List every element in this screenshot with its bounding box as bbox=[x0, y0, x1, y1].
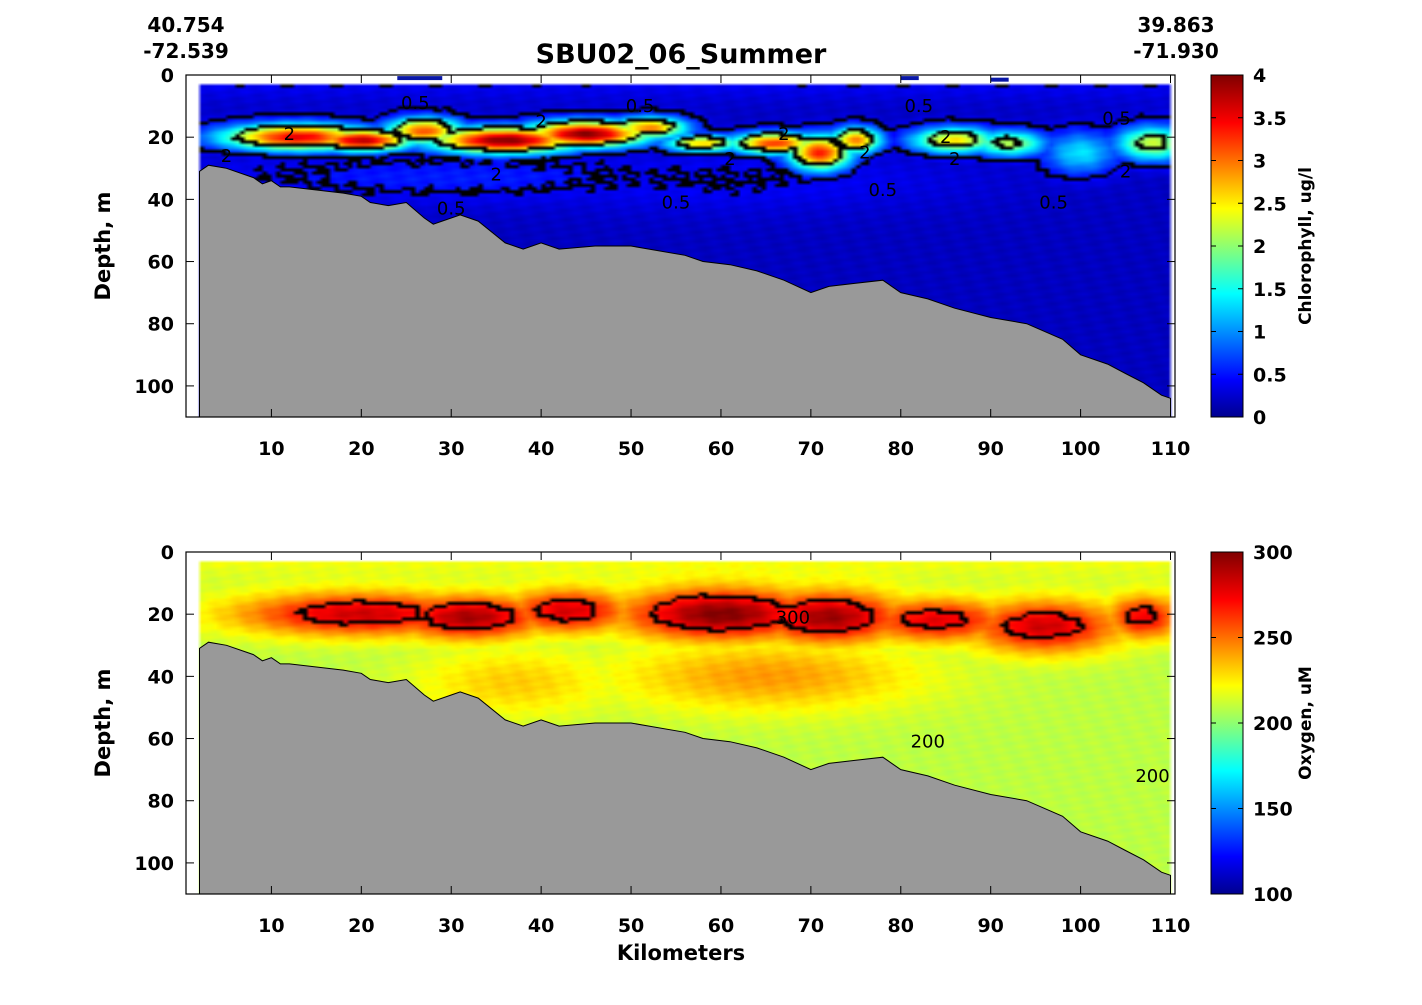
chlorophyll-surface-patch bbox=[900, 76, 919, 81]
colorbar-tick-label: 100 bbox=[1253, 884, 1293, 906]
chlorophyll-colorbar bbox=[1210, 74, 1244, 418]
seafloor-bathymetry bbox=[199, 164, 1171, 418]
x-tick-label: 10 bbox=[258, 915, 284, 937]
colorbar-tick-label: 0.5 bbox=[1253, 364, 1287, 386]
contour-label: 300 bbox=[776, 607, 810, 628]
x-tick-label: 40 bbox=[528, 915, 554, 937]
contour-label: 2 bbox=[949, 149, 960, 170]
colorbar-tick-label: 2 bbox=[1253, 236, 1266, 258]
contour-label: 2 bbox=[940, 127, 951, 148]
start-latitude: 40.754 bbox=[147, 13, 224, 37]
contour-label: 2 bbox=[490, 164, 501, 185]
x-tick-label: 50 bbox=[618, 915, 644, 937]
figure-title: SBU02_06_Summer bbox=[536, 39, 827, 70]
end-longitude: -71.930 bbox=[1133, 39, 1218, 63]
colorbar-tick-label: 1.5 bbox=[1253, 279, 1287, 301]
colorbar-tick-label: 3 bbox=[1253, 151, 1266, 173]
end-latitude: 39.863 bbox=[1137, 13, 1214, 37]
chlorophyll-surface-patch bbox=[397, 76, 443, 81]
y-tick-label: 100 bbox=[134, 853, 174, 875]
start-longitude: -72.539 bbox=[143, 39, 228, 63]
contour-label: 2 bbox=[535, 112, 546, 133]
x-tick-label: 50 bbox=[618, 438, 644, 460]
contour-label: 0.5 bbox=[401, 93, 430, 114]
x-tick-label: 80 bbox=[888, 438, 914, 460]
colorbar-tick-label: 4 bbox=[1253, 65, 1266, 87]
seafloor-bathymetry bbox=[199, 641, 1171, 895]
x-tick-label: 100 bbox=[1061, 438, 1101, 460]
y-tick-label: 20 bbox=[148, 127, 174, 149]
oxygen-panel: 10 20 30 40 50 60 70 80 90 100 110 0 20 40 60 80 100 30… bbox=[91, 542, 1316, 965]
colorbar-tick-label: 150 bbox=[1253, 799, 1293, 821]
contour-label: 200 bbox=[1135, 766, 1169, 787]
contour-label: 2 bbox=[284, 124, 295, 145]
y-tick-label: 60 bbox=[148, 729, 174, 751]
chlorophyll-colorbar-label: Chlorophyll, ug/l bbox=[1296, 167, 1316, 325]
y-tick-label: 80 bbox=[148, 314, 174, 336]
contour-label: 0.5 bbox=[1039, 192, 1068, 213]
x-tick-label: 10 bbox=[258, 438, 284, 460]
x-tick-label: 90 bbox=[977, 438, 1003, 460]
x-tick-label: 110 bbox=[1151, 915, 1191, 937]
y-tick-label: 20 bbox=[148, 604, 174, 626]
colorbar-tick-label: 250 bbox=[1253, 628, 1293, 650]
y-tick-label: 80 bbox=[148, 791, 174, 813]
x-tick-label: 110 bbox=[1151, 438, 1191, 460]
chlorophyll-y-axis-label: Depth, m bbox=[91, 192, 115, 301]
contour-label: 2 bbox=[724, 149, 735, 170]
colorbar-tick-label: 300 bbox=[1253, 542, 1293, 564]
x-tick-label: 100 bbox=[1061, 915, 1101, 937]
contour-label: 0.5 bbox=[626, 96, 655, 117]
contour-label: 2 bbox=[221, 146, 232, 167]
contour-label: 0.5 bbox=[437, 199, 466, 220]
y-tick-label: 40 bbox=[148, 666, 174, 688]
colorbar-tick-label: 200 bbox=[1253, 713, 1293, 735]
x-tick-label: 60 bbox=[708, 915, 734, 937]
contour-label: 0.5 bbox=[1102, 109, 1131, 130]
oxygen-colorbar-label: Oxygen, uM bbox=[1296, 666, 1316, 780]
y-tick-label: 0 bbox=[161, 542, 174, 564]
x-tick-label: 30 bbox=[438, 915, 464, 937]
x-tick-label: 30 bbox=[438, 438, 464, 460]
chlorophyll-axes-frame bbox=[185, 74, 1176, 418]
oxygen-axes-frame bbox=[185, 551, 1176, 895]
x-tick-label: 70 bbox=[798, 438, 824, 460]
oxygen-colorbar bbox=[1210, 551, 1244, 895]
x-tick-label: 90 bbox=[977, 915, 1003, 937]
x-tick-label: 80 bbox=[888, 915, 914, 937]
x-tick-label: 20 bbox=[348, 915, 374, 937]
contour-label: 2 bbox=[1120, 161, 1131, 182]
contour-label: 2 bbox=[778, 124, 789, 145]
x-axis-label: Kilometers bbox=[617, 941, 745, 965]
oxygen-y-axis-label: Depth, m bbox=[91, 669, 115, 778]
contour-label: 0.5 bbox=[904, 96, 933, 117]
colorbar-tick-label: 3.5 bbox=[1253, 108, 1287, 130]
x-tick-label: 20 bbox=[348, 438, 374, 460]
x-tick-label: 70 bbox=[798, 915, 824, 937]
chlorophyll-surface-patch bbox=[990, 77, 1009, 82]
contour-label: 0.5 bbox=[662, 192, 691, 213]
y-tick-label: 40 bbox=[148, 189, 174, 211]
contour-label: 200 bbox=[911, 732, 945, 753]
colorbar-tick-label: 2.5 bbox=[1253, 193, 1287, 215]
x-tick-label: 60 bbox=[708, 438, 734, 460]
y-tick-label: 0 bbox=[161, 65, 174, 87]
colorbar-tick-label: 0 bbox=[1253, 407, 1266, 429]
y-tick-label: 100 bbox=[134, 376, 174, 398]
y-tick-label: 60 bbox=[148, 252, 174, 274]
x-tick-label: 40 bbox=[528, 438, 554, 460]
colorbar-tick-label: 1 bbox=[1253, 322, 1266, 344]
contour-label: 2 bbox=[859, 143, 870, 164]
contour-label: 0.5 bbox=[868, 180, 897, 201]
